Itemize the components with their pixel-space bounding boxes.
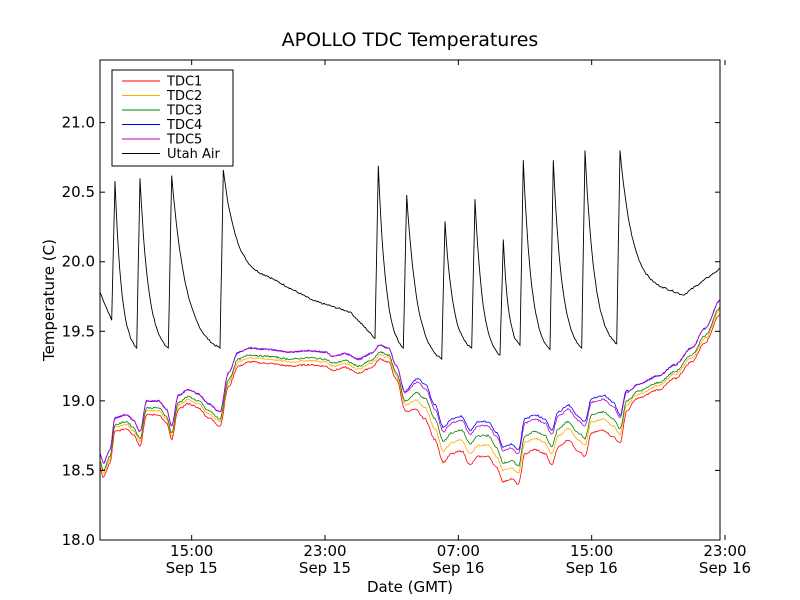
series-line-tdc3 [99,306,721,471]
series-line-tdc1 [99,313,721,485]
legend-label: TDC3 [166,104,202,119]
x-tick-date-label: Sep 16 [432,559,484,577]
y-axis-label: Temperature (C) [40,239,58,362]
legend-label: TDC4 [166,118,202,133]
series-layer [99,150,721,485]
y-tick-label: 19.0 [62,392,95,410]
series-line-tdc5 [99,300,721,464]
x-tick-date-label: Sep 15 [166,559,218,577]
y-tick-label: 18.0 [62,531,95,549]
chart-title: APOLLO TDC Temperatures [282,29,539,51]
y-tick-label: 19.5 [62,322,95,340]
y-tick-label: 18.5 [62,461,95,479]
legend-frame [111,69,234,167]
x-tick-time-label: 07:00 [437,542,480,560]
legend-label: TDC5 [166,133,202,148]
y-tick-label: 20.5 [62,183,95,201]
y-axis: 18.0 18.5 19.0 19.5 20.0 20.5 21.0 [62,114,720,549]
series-line-tdc2 [99,309,721,475]
x-tick-time-label: 23:00 [703,542,746,560]
x-tick-date-label: Sep 16 [566,559,618,577]
legend-label: TDC2 [166,89,202,104]
y-tick-label: 21.0 [62,114,95,132]
x-tick-date-label: Sep 16 [699,559,751,577]
x-tick-date-label: Sep 15 [299,559,351,577]
legend-label: Utah Air [167,147,220,162]
plot-frame [99,59,721,541]
y-tick-label: 20.0 [62,253,95,271]
series-line-utah-air [99,150,721,361]
legend-label: TDC1 [166,75,202,90]
x-tick-time-label: 15:00 [170,542,213,560]
x-tick-time-label: 15:00 [570,542,613,560]
x-tick-time-label: 23:00 [303,542,346,560]
x-axis-label: Date (GMT) [367,578,453,596]
